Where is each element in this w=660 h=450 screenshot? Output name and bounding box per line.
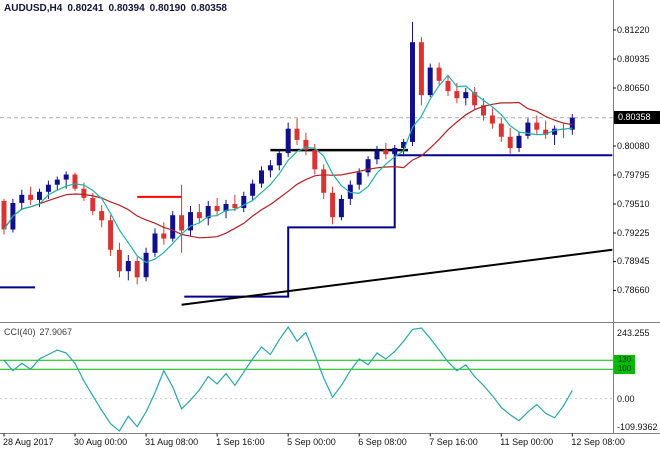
- cci-axis-max-label: 243.255: [617, 328, 650, 338]
- quote-open: 0.80241: [67, 3, 104, 14]
- time-axis-label: 6 Sep 08:00: [358, 437, 407, 447]
- cci-line: [3, 325, 573, 432]
- quote-close: 0.80358: [190, 3, 227, 14]
- time-axis-label: 12 Sep 08:00: [571, 437, 625, 447]
- quote-header: AUDUSD,H4 0.80241 0.80394 0.80190 0.80358: [4, 3, 232, 14]
- price-axis-label: 0.80080: [617, 140, 650, 151]
- quote-low: 0.80190: [149, 3, 186, 14]
- time-axis-label: 30 Aug 00:00: [74, 437, 128, 447]
- price-axis-label: 0.79510: [617, 198, 650, 209]
- ma-slow-line: [3, 101, 573, 239]
- price-axis-label: 0.81220: [617, 25, 650, 35]
- price-axis-label: 0.80650: [617, 82, 650, 93]
- quote-high: 0.80394: [108, 3, 145, 14]
- cci-axis-min-label: -109.9362: [617, 422, 658, 432]
- time-axis-label: 31 Aug 08:00: [145, 437, 199, 447]
- indicator-name: CCI(40): [4, 327, 36, 337]
- step-line[interactable]: [184, 154, 613, 298]
- cci-level-badge: 130: [614, 355, 635, 366]
- time-axis-label: 28 Aug 2017: [3, 437, 54, 447]
- symbol-period-label: AUDUSD,H4: [4, 3, 63, 14]
- time-axis-label: 1 Sep 16:00: [216, 437, 265, 447]
- cci-axis-zero-label: 0.00: [617, 393, 635, 404]
- time-axis-label: 7 Sep 16:00: [429, 437, 478, 447]
- time-axis-label: 11 Sep 00:00: [500, 437, 554, 447]
- price-axis-label: 0.80935: [617, 53, 650, 64]
- price-axis-label: 0.79225: [617, 227, 650, 238]
- current-price-tag: 0.80358: [614, 111, 660, 124]
- time-axis-label: 5 Sep 00:00: [287, 437, 336, 447]
- indicator-title: CCI(40) 27.9067: [4, 327, 76, 337]
- price-axis-label: 0.78660: [617, 285, 650, 296]
- price-axis-label: 0.79795: [617, 169, 650, 180]
- trendline[interactable]: [181, 248, 613, 306]
- price-axis-label: 0.78945: [617, 256, 650, 267]
- indicator-value: 27.9067: [39, 327, 73, 337]
- cci-level-badge: 100: [614, 364, 635, 375]
- candles: [1, 21, 575, 285]
- ma-fast-line: [3, 74, 573, 264]
